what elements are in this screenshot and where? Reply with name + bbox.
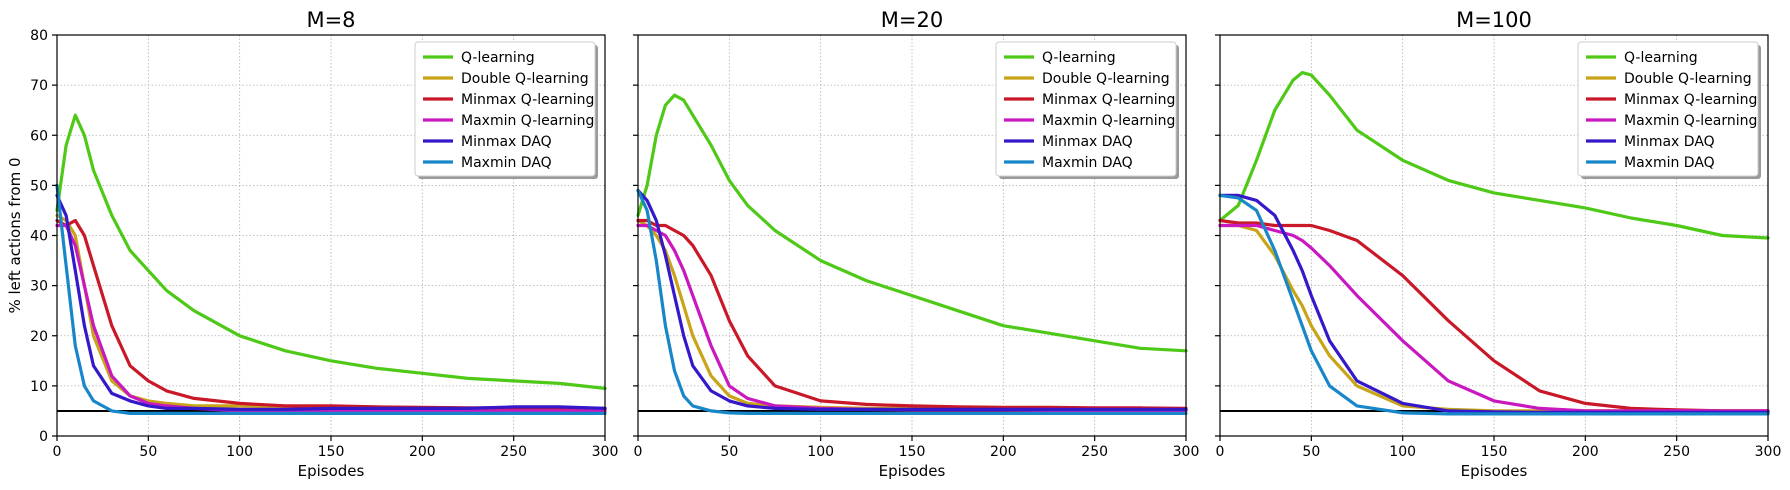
legend: Q-learning Double Q-learning Minmax Q-lear…	[995, 41, 1179, 179]
y-tick-label: 10	[30, 379, 48, 395]
chart-title: M=8	[306, 8, 355, 32]
series-line-1	[1218, 70, 1770, 240]
legend-label-1: Q-learning	[1042, 50, 1116, 66]
legend-label-6: Maxmin DAQ	[1624, 155, 1715, 171]
legend-label-1: Q-learning	[1624, 50, 1698, 66]
y-tick-label: 30	[30, 279, 48, 295]
series-line-5	[55, 193, 607, 411]
y-tick-label: 20	[30, 329, 48, 345]
series-line-1	[636, 93, 1188, 353]
x-tick-label: 200	[990, 444, 1017, 460]
series-line-3	[1218, 218, 1770, 413]
legend-box	[1577, 41, 1759, 177]
legend-label-6: Maxmin DAQ	[1042, 155, 1133, 171]
legend-label-2: Double Q-learning	[461, 71, 589, 87]
x-tick-label: 50	[139, 444, 157, 460]
legend-label-2: Double Q-learning	[1624, 71, 1752, 87]
x-tick-label: 250	[500, 444, 527, 460]
legend-label-3: Minmax Q-learning	[1624, 92, 1757, 108]
chart-panel-2: 0 50 100 150 200 250 300 M=20 Episodes Q-learning…	[633, 8, 1199, 480]
x-axis-label: Episodes	[879, 462, 946, 480]
y-tick-label: 0	[39, 429, 48, 445]
x-tick-label: 200	[1572, 444, 1599, 460]
x-tick-label: 250	[1081, 444, 1108, 460]
x-tick-label: 300	[1755, 444, 1782, 460]
x-tick-label: 300	[592, 444, 619, 460]
y-tick-label: 50	[30, 178, 48, 194]
legend-label-1: Q-learning	[461, 50, 535, 66]
legend-label-6: Maxmin DAQ	[461, 155, 552, 171]
chart-panel-1: 0 50 100 150 200 250 300 0 10 20 30 40 50 60 70 80 M=8 Ep…	[6, 8, 618, 480]
legend-label-5: Minmax DAQ	[1624, 134, 1715, 150]
x-tick-label: 100	[226, 444, 253, 460]
x-tick-label: 0	[634, 444, 643, 460]
y-tick-label: 80	[30, 28, 48, 44]
series-line-6	[636, 188, 1188, 415]
x-tick-label: 100	[807, 444, 834, 460]
legend-label-5: Minmax DAQ	[1042, 134, 1133, 150]
chart-title: M=100	[1456, 8, 1532, 32]
legend: Q-learning Double Q-learning Minmax Q-lear…	[1577, 41, 1761, 179]
legend-label-3: Minmax Q-learning	[1042, 92, 1175, 108]
x-tick-label: 100	[1389, 444, 1416, 460]
x-tick-label: 300	[1173, 444, 1200, 460]
x-tick-label: 250	[1663, 444, 1690, 460]
y-axis-label: % left actions from 0	[6, 157, 24, 313]
series-line-6	[55, 183, 607, 415]
series-line-1	[55, 113, 607, 390]
y-tick-label: 60	[30, 128, 48, 144]
chart-panel-3: 0 50 100 150 200 250 300 M=100 Episodes Q-learnin…	[1215, 8, 1781, 480]
legend-box	[995, 41, 1177, 177]
legend: Q-learning Double Q-learning Minmax Q-lear…	[414, 41, 598, 179]
x-axis-label: Episodes	[1461, 462, 1528, 480]
y-tick-label: 70	[30, 78, 48, 94]
legend-label-2: Double Q-learning	[1042, 71, 1170, 87]
y-tick-label: 40	[30, 229, 48, 245]
series-line-3	[636, 218, 1188, 410]
chart-title: M=20	[881, 8, 943, 32]
x-tick-label: 0	[1216, 444, 1225, 460]
x-tick-label: 150	[1481, 444, 1508, 460]
legend-label-4: Maxmin Q-learning	[461, 113, 594, 129]
x-tick-label: 150	[318, 444, 345, 460]
legend-label-4: Maxmin Q-learning	[1042, 113, 1175, 129]
legend-box	[414, 41, 596, 177]
x-tick-label: 0	[53, 444, 62, 460]
x-tick-label: 50	[1302, 444, 1320, 460]
x-axis-label: Episodes	[298, 462, 365, 480]
series-line-5	[636, 188, 1188, 411]
x-tick-label: 50	[720, 444, 738, 460]
series-line-6	[1218, 193, 1770, 416]
x-tick-label: 200	[409, 444, 436, 460]
legend-label-5: Minmax DAQ	[461, 134, 552, 150]
legend-label-3: Minmax Q-learning	[461, 92, 594, 108]
legend-label-4: Maxmin Q-learning	[1624, 113, 1757, 129]
x-tick-label: 150	[899, 444, 926, 460]
